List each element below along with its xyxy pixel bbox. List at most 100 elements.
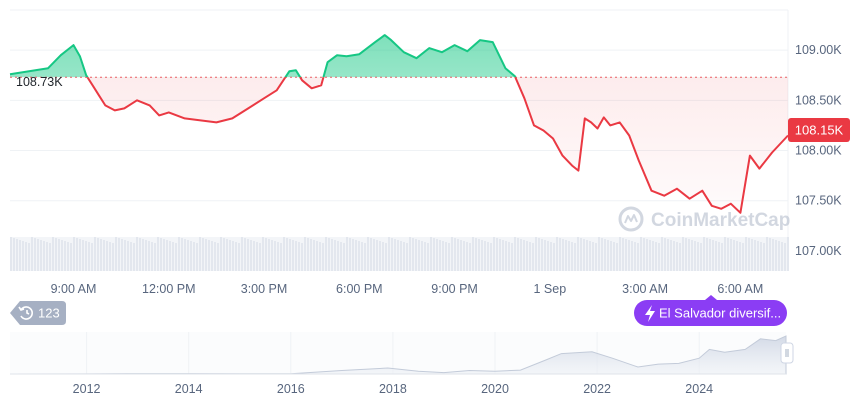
volume-bar	[238, 243, 240, 271]
overview-navigator[interactable]: 2012 2014 2016 2018 2020 2022 2024	[9, 332, 787, 396]
volume-bar	[532, 243, 534, 271]
volume-bar	[463, 241, 465, 271]
volume-bar	[628, 240, 630, 271]
volume-bar	[445, 242, 447, 271]
volume-bar	[352, 239, 354, 271]
volume-bar	[763, 243, 765, 271]
volume-bar	[322, 243, 324, 271]
area-below-baseline	[10, 77, 788, 213]
volume-bar	[376, 240, 378, 271]
volume-bar	[562, 239, 564, 271]
overview-x-tick-label: 2012	[73, 382, 101, 396]
volume-bar	[757, 241, 759, 271]
current-price-tag: 108.15K	[788, 118, 850, 142]
volume-bar	[715, 241, 717, 271]
volume-bar	[568, 241, 570, 271]
volume-bar	[547, 241, 549, 271]
volume-bar	[184, 239, 186, 271]
volume-bar	[133, 243, 135, 271]
volume-bar	[742, 243, 744, 271]
volume-bar	[487, 242, 489, 271]
volume-bar	[583, 239, 585, 271]
volume-bar	[358, 241, 360, 271]
events-count: 123	[38, 306, 60, 321]
volume-bar	[223, 238, 225, 271]
volume-bar	[682, 237, 684, 271]
events-badge[interactable]: 123	[10, 301, 66, 325]
volume-bar	[466, 242, 468, 271]
volume-bar	[523, 240, 525, 271]
volume-bar	[199, 237, 201, 271]
volume-bar	[586, 240, 588, 271]
volume-bar	[241, 237, 243, 271]
overview-x-tick-label: 2024	[685, 382, 713, 396]
volume-bar	[226, 239, 228, 271]
volume-bar	[73, 237, 75, 271]
volume-bar	[277, 242, 279, 271]
volume-bar	[175, 243, 177, 271]
volume-bar	[364, 243, 366, 271]
volume-bar	[52, 237, 54, 271]
volume-bar	[571, 242, 573, 271]
volume-bar	[580, 238, 582, 271]
volume-bar	[55, 238, 57, 271]
volume-bar	[541, 239, 543, 271]
news-pill[interactable]: El Salvador diversif...	[634, 295, 787, 326]
volume-bar	[559, 238, 561, 271]
volume-bar	[478, 239, 480, 271]
volume-bar	[220, 237, 222, 271]
volume-bar	[709, 239, 711, 271]
overview-x-tick-label: 2020	[481, 382, 509, 396]
volume-bar	[307, 238, 309, 271]
x-tick-label: 6:00 PM	[336, 282, 383, 296]
volume-bar	[196, 243, 198, 271]
volume-bar	[217, 243, 219, 271]
volume-bar	[700, 243, 702, 271]
volume-bar	[553, 243, 555, 271]
volume-bar	[787, 237, 789, 271]
volume-bar	[94, 237, 96, 271]
volume-bar	[40, 240, 42, 271]
volume-bar	[718, 242, 720, 271]
volume-bar	[268, 239, 270, 271]
volume-bar	[229, 240, 231, 271]
history-icon	[18, 306, 33, 320]
x-axis: 9:00 AM 12:00 PM 3:00 PM 6:00 PM 9:00 PM 1 Se…	[51, 282, 764, 296]
overview-handle[interactable]	[780, 342, 794, 364]
volume-bar	[154, 243, 156, 271]
volume-bar	[70, 243, 72, 271]
coinmarketcap-watermark: CoinMarketCap	[618, 206, 790, 232]
volume-bar	[49, 243, 51, 271]
volume-bar	[616, 243, 618, 271]
volume-bar	[691, 240, 693, 271]
volume-bar	[46, 242, 48, 271]
volume-bar	[190, 241, 192, 271]
volume-bar	[337, 241, 339, 271]
volume-bar	[454, 238, 456, 271]
volume-bar	[598, 237, 600, 271]
volume-bar	[34, 238, 36, 271]
volume-bar	[67, 242, 69, 271]
volume-bar	[526, 241, 528, 271]
volume-bar	[85, 241, 87, 271]
volume-bar	[544, 240, 546, 271]
volume-bar	[652, 241, 654, 271]
volume-bar	[178, 237, 180, 271]
volume-bar	[712, 240, 714, 271]
volume-bar	[100, 239, 102, 271]
volume-bar	[664, 238, 666, 271]
volume-bar	[649, 240, 651, 271]
volume-bar	[334, 240, 336, 271]
volume-bar	[415, 239, 417, 271]
volume-bar	[508, 242, 510, 271]
volume-bar	[235, 242, 237, 271]
volume-bar	[661, 237, 663, 271]
volume-bar	[775, 240, 777, 271]
volume-bar	[151, 242, 153, 271]
volume-bar	[349, 238, 351, 271]
x-tick-label: 6:00 AM	[717, 282, 763, 296]
x-tick-label: 12:00 PM	[142, 282, 196, 296]
volume-bar	[244, 238, 246, 271]
volume-bar	[745, 237, 747, 271]
